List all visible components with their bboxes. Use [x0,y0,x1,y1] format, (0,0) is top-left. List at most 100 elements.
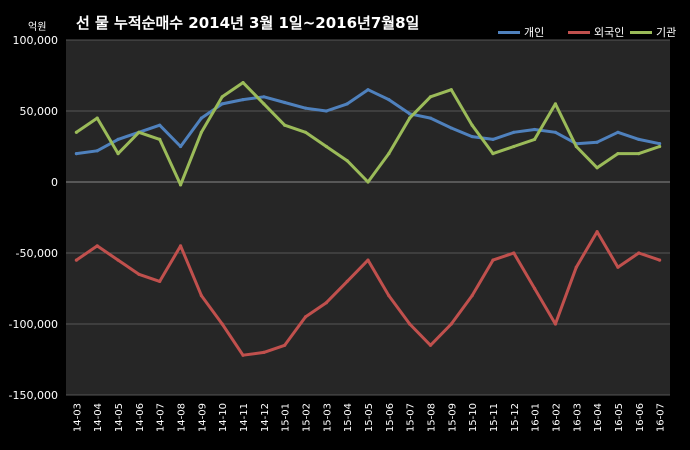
data-point [491,137,495,141]
data-point [553,322,558,326]
data-point [408,112,412,116]
data-point [303,130,308,134]
data-point [262,95,266,99]
y-tick-label: -100,000 [9,318,58,331]
chart-title: 선 물 누적순매수 2014년 3월 1일~2016년7월8일 [76,14,420,32]
data-point [470,294,474,298]
x-tick-label: 14-05 [114,403,125,432]
data-point [178,144,183,149]
data-point [408,116,412,120]
data-point [595,140,599,144]
plot-area [66,40,670,395]
data-point [199,294,203,298]
legend-label-institution: 기관 [656,26,677,39]
x-tick-label: 15-08 [426,403,437,432]
x-tick-label: 15-09 [447,403,458,432]
data-point [283,100,287,105]
data-point [512,251,516,255]
data-point [470,123,474,127]
x-tick-label: 14-11 [239,403,250,432]
data-point [241,353,245,357]
x-tick-label: 15-05 [364,403,375,432]
data-point [158,279,162,283]
x-tick-label: 15-06 [385,403,396,432]
data-point [137,272,141,276]
data-point [116,137,120,141]
x-tick-label: 15-04 [343,403,354,432]
data-point [116,258,120,262]
data-point [595,230,599,234]
y-unit-label: 억원 [28,22,47,33]
data-point [366,180,370,184]
data-point [533,137,537,141]
x-tick-label: 15-03 [322,403,333,432]
data-point [283,123,287,127]
data-point [533,286,537,291]
data-point [345,279,349,283]
data-point [220,102,224,106]
data-point [595,166,599,170]
data-point [220,95,224,99]
legend-label-individual: 개인 [524,26,545,39]
data-point [408,322,412,326]
data-point [324,144,328,149]
data-point [449,88,453,92]
data-point [95,149,99,153]
data-point [512,144,516,149]
data-point [199,116,203,120]
data-point [574,144,578,149]
data-point [303,106,308,110]
y-tick-label: 50,000 [20,105,59,118]
data-point [491,152,495,156]
y-tick-label: -150,000 [9,389,58,402]
y-tick-label: 100,000 [13,34,59,47]
data-point [158,137,162,141]
data-point [449,126,453,130]
x-tick-label: 15-10 [468,403,479,432]
x-tick-label: 14-07 [156,403,167,432]
data-point [262,350,266,354]
x-tick-label: 16-01 [531,403,542,432]
legend-item-foreign: 외국인 [568,24,624,40]
data-point [657,142,662,146]
data-point [220,322,224,326]
x-tick-label: 14-09 [197,403,208,432]
data-point [95,244,99,248]
x-tick-label: 15-11 [489,403,500,432]
data-point [178,183,183,187]
data-point [512,130,516,134]
data-point [324,301,328,305]
data-point [428,95,433,99]
data-point [345,102,349,106]
x-tick-label: 15-01 [281,403,292,432]
x-tick-label: 14-03 [72,403,83,432]
y-tick-label: -50,000 [16,247,58,260]
data-point [616,130,620,134]
data-point [241,81,245,85]
data-point [366,88,370,92]
data-point [178,244,183,248]
data-point [303,315,308,319]
x-tick-label: 16-03 [572,403,583,432]
data-point [616,152,620,156]
x-tick-label: 14-12 [260,403,271,432]
data-point [428,343,433,347]
data-point [74,152,79,156]
x-tick-label: 14-08 [177,403,188,432]
data-point [387,294,391,298]
data-point [199,130,203,134]
data-point [657,144,662,149]
x-tick-label: 16-05 [614,403,625,432]
x-tick-label: 16-02 [551,403,562,432]
data-point [387,152,391,156]
data-point [449,322,453,326]
x-tick-label: 15-02 [302,403,313,432]
y-tick-label: 0 [51,176,58,189]
data-point [574,265,578,269]
data-point [533,127,537,132]
legend-item-institution: 기관 [630,24,676,40]
legend-swatch-foreign [568,30,590,34]
data-point [116,152,120,156]
